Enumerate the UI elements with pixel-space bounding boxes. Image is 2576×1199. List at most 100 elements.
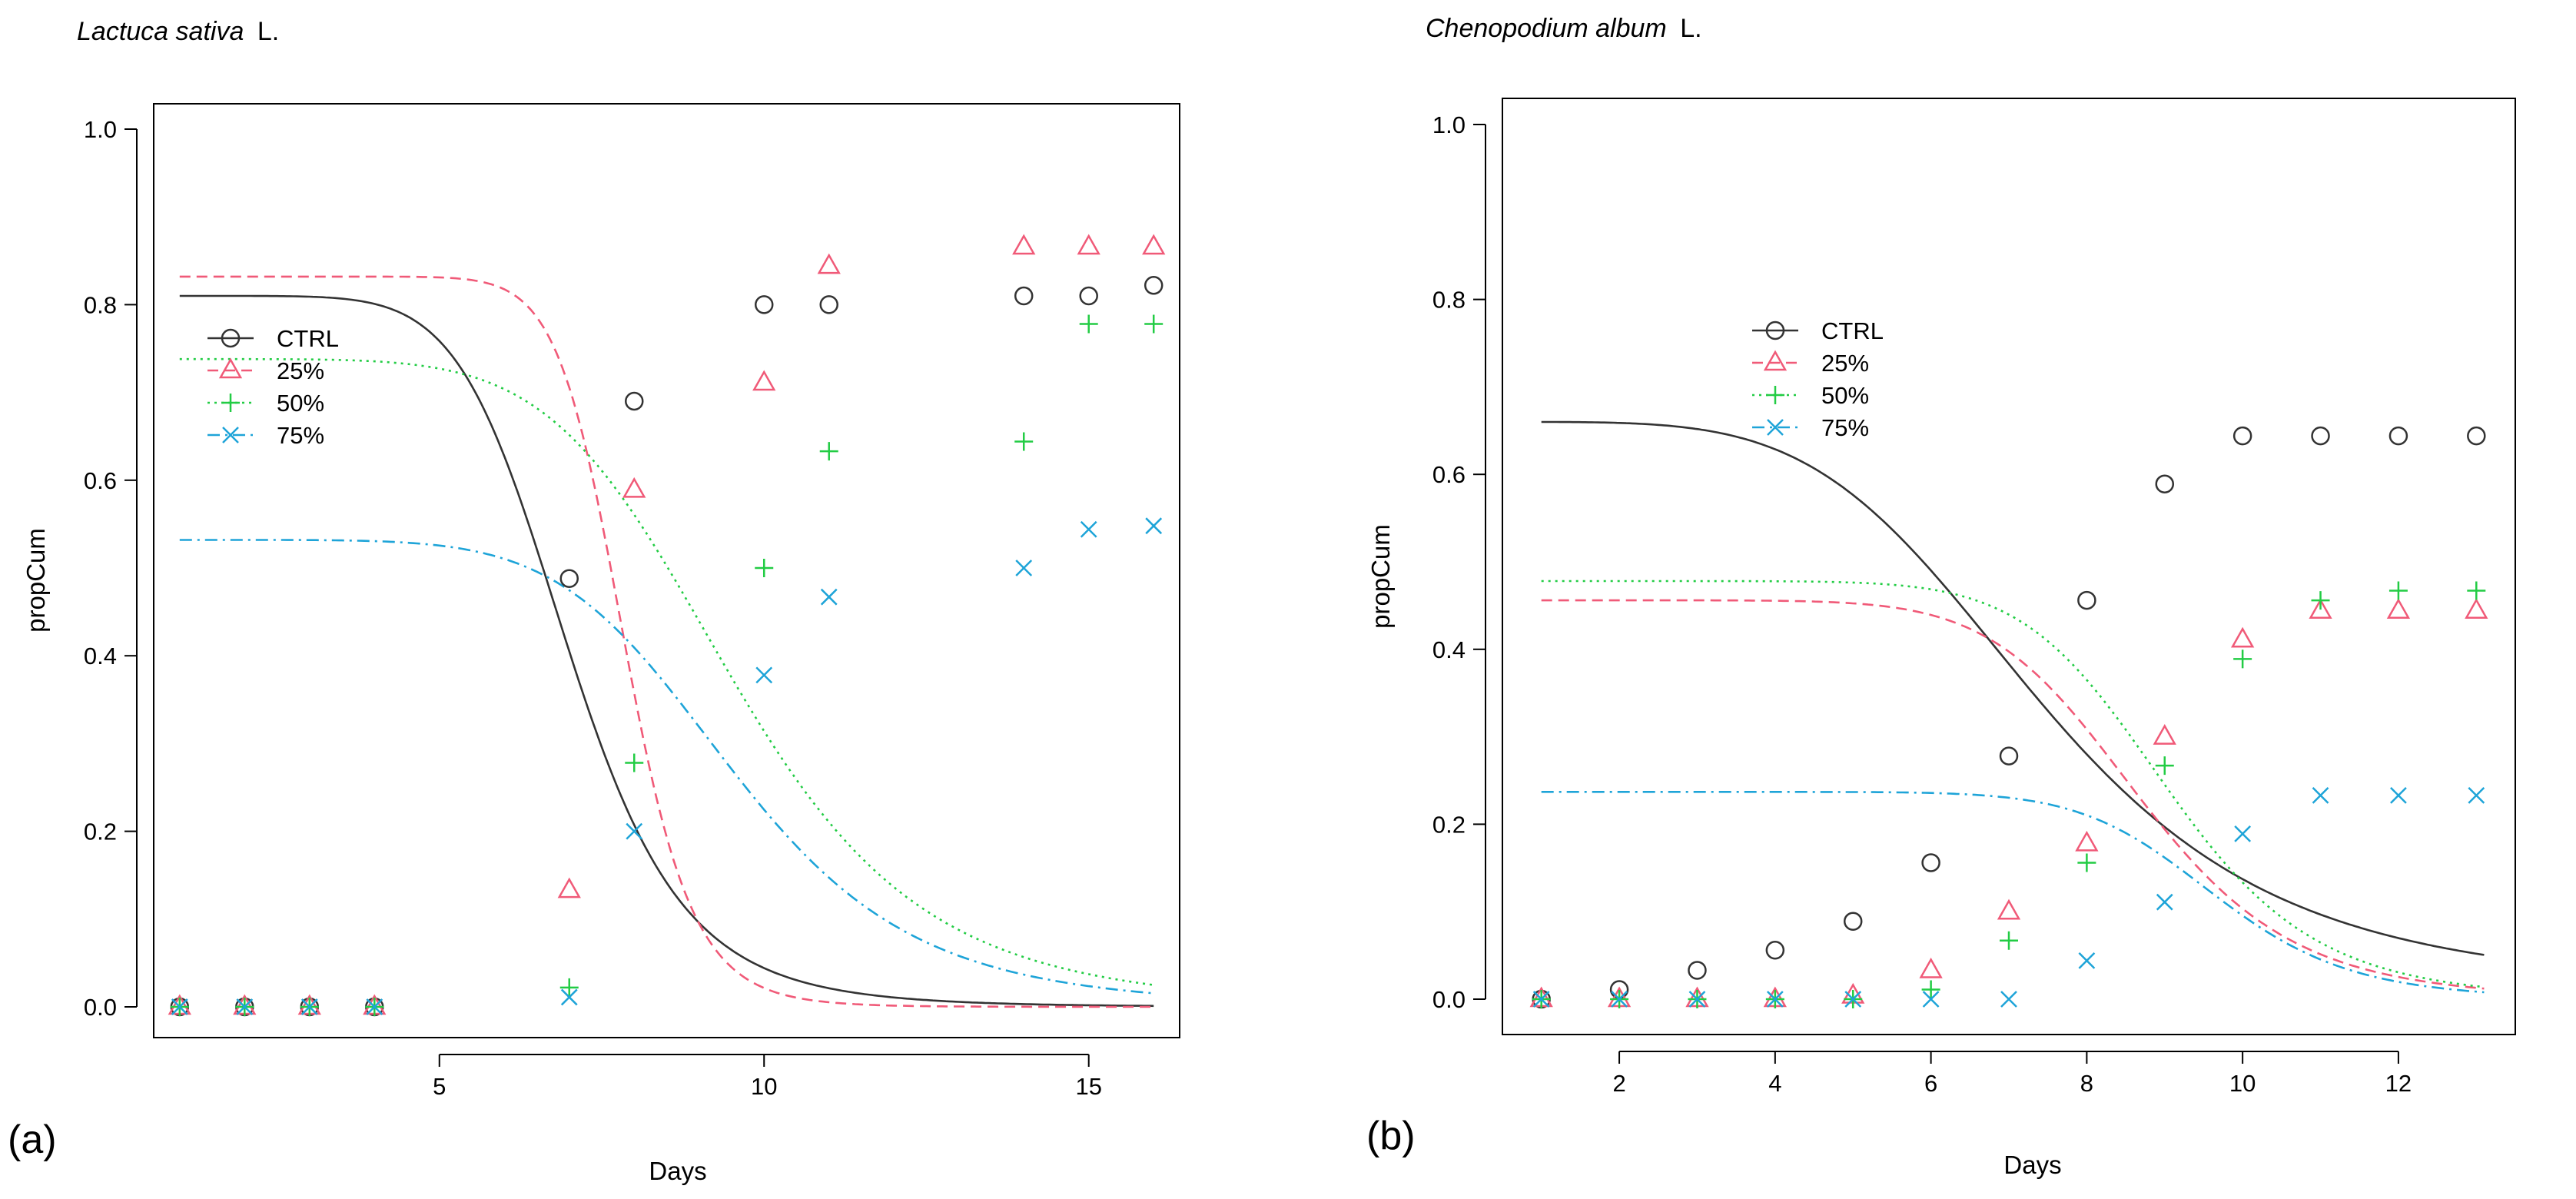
- data-point: [2000, 931, 2018, 950]
- x-tick-label: 5: [433, 1073, 446, 1100]
- y-tick-label: 0.4: [1432, 636, 1466, 663]
- data-point: [1012, 234, 1036, 255]
- x-tick-label: 4: [1768, 1070, 1781, 1097]
- panel-a-label: (a): [8, 1118, 57, 1162]
- panel-a: Lactuca sativa L. 0.0 0.2 0.4 0.6 0.8 1.0 5 10…: [8, 17, 1180, 1185]
- x-tick-label: 10: [751, 1073, 777, 1100]
- legend-item-ctrl: CTRL: [207, 325, 339, 352]
- panel-a-title-author: L.: [257, 17, 279, 46]
- data-point: [559, 978, 579, 997]
- data-point: [2386, 598, 2411, 619]
- legend-item-ctrl: CTRL: [1752, 317, 1884, 344]
- data-point: [622, 477, 646, 498]
- data-point: [2077, 853, 2096, 872]
- legend-label: CTRL: [277, 325, 339, 352]
- x-tick-label: 2: [1612, 1070, 1625, 1097]
- data-point: [2465, 598, 2488, 619]
- data-point: [819, 295, 838, 314]
- data-point: [236, 998, 254, 1015]
- data-point: [1765, 941, 1785, 960]
- legend-label: 50%: [1821, 382, 1869, 409]
- y-tick-label: 1.0: [84, 116, 117, 143]
- panel-a-markers: [168, 234, 1166, 1017]
- data-point: [1079, 314, 1098, 334]
- legend-marker: [1767, 419, 1784, 436]
- data-point: [817, 253, 841, 274]
- data-point: [2075, 830, 2099, 852]
- data-point: [2231, 626, 2255, 648]
- panel-a-x-axis: 5 10 15: [433, 1054, 1102, 1100]
- legend-label: 75%: [1821, 414, 1869, 441]
- y-tick-label: 0.6: [84, 467, 117, 494]
- panel-b-x-axis: 2 4 6 8 10 12: [1612, 1051, 2412, 1097]
- legend-item-25pct: 25%: [207, 357, 324, 384]
- panel-b-title: Chenopodium album L.: [1426, 14, 1702, 43]
- data-point: [1688, 991, 1706, 1008]
- legend-label: 25%: [1821, 350, 1869, 377]
- curve-25pct: [1541, 599, 2485, 990]
- panel-b-ylabel: propCum: [1366, 524, 1395, 629]
- data-point: [2234, 825, 2252, 842]
- x-tick-label: 15: [1075, 1073, 1101, 1100]
- data-point: [2155, 756, 2174, 776]
- data-point: [2153, 724, 2176, 745]
- data-point: [2078, 952, 2096, 969]
- legend-marker: [1763, 350, 1788, 371]
- panel-a-legend: CTRL 25% 50% 75%: [207, 325, 339, 449]
- data-point: [2467, 426, 2486, 446]
- legend-label: 75%: [277, 422, 324, 449]
- data-point: [2311, 426, 2330, 446]
- panel-b-plot-frame: [1502, 98, 2516, 1035]
- y-tick-label: 0.0: [1432, 986, 1466, 1013]
- x-tick-label: 10: [2229, 1070, 2256, 1097]
- data-point: [300, 998, 318, 1015]
- data-point: [2309, 598, 2332, 619]
- data-point: [2388, 426, 2408, 446]
- data-point: [2467, 581, 2486, 600]
- series-75pct-points: [1532, 786, 2485, 1008]
- legend-item-75pct: 75%: [1752, 414, 1869, 441]
- data-point: [1611, 991, 1628, 1008]
- data-point: [1014, 432, 1034, 451]
- data-point: [1997, 898, 2021, 920]
- data-point: [2311, 591, 2330, 610]
- x-tick-label: 6: [1924, 1070, 1937, 1097]
- data-point: [1144, 276, 1164, 295]
- panel-b-title-species: Chenopodium album: [1426, 14, 1667, 43]
- curve-50pct: [1541, 580, 2485, 988]
- data-point: [1844, 991, 1862, 1008]
- data-point: [560, 988, 578, 1006]
- series-ctrl-points: [170, 276, 1164, 1017]
- data-point: [1014, 286, 1034, 306]
- y-tick-label: 0.2: [84, 819, 117, 845]
- legend-marker: [218, 357, 243, 379]
- panel-b-legend: CTRL 25% 50% 75%: [1752, 317, 1884, 441]
- data-point: [2388, 581, 2408, 600]
- data-point: [2156, 893, 2173, 911]
- y-tick-label: 0.2: [1432, 811, 1466, 838]
- data-point: [820, 588, 838, 606]
- data-point: [819, 442, 838, 461]
- panel-a-xlabel: Days: [649, 1157, 706, 1185]
- panel-a-title: Lactuca sativa L.: [77, 17, 279, 46]
- panel-a-plot-frame: [153, 103, 1180, 1038]
- data-point: [2232, 426, 2252, 446]
- data-point: [626, 822, 643, 840]
- legend-item-75pct: 75%: [207, 422, 324, 449]
- data-point: [1144, 314, 1164, 334]
- series-ctrl-points: [1532, 426, 2486, 1009]
- data-point: [1843, 912, 1863, 931]
- legend-marker: [221, 394, 240, 412]
- data-point: [1077, 234, 1100, 255]
- y-tick-label: 0.8: [1432, 287, 1466, 314]
- data-point: [1015, 560, 1033, 576]
- series-50pct-points: [1532, 581, 2486, 1008]
- legend-item-50pct: 50%: [1752, 382, 1869, 409]
- legend-marker: [222, 427, 239, 443]
- data-point: [625, 753, 644, 772]
- y-tick-label: 0.8: [84, 291, 117, 318]
- panel-b-curves: [1541, 420, 2485, 994]
- y-tick-label: 0.4: [84, 643, 117, 669]
- legend-label: CTRL: [1821, 317, 1884, 344]
